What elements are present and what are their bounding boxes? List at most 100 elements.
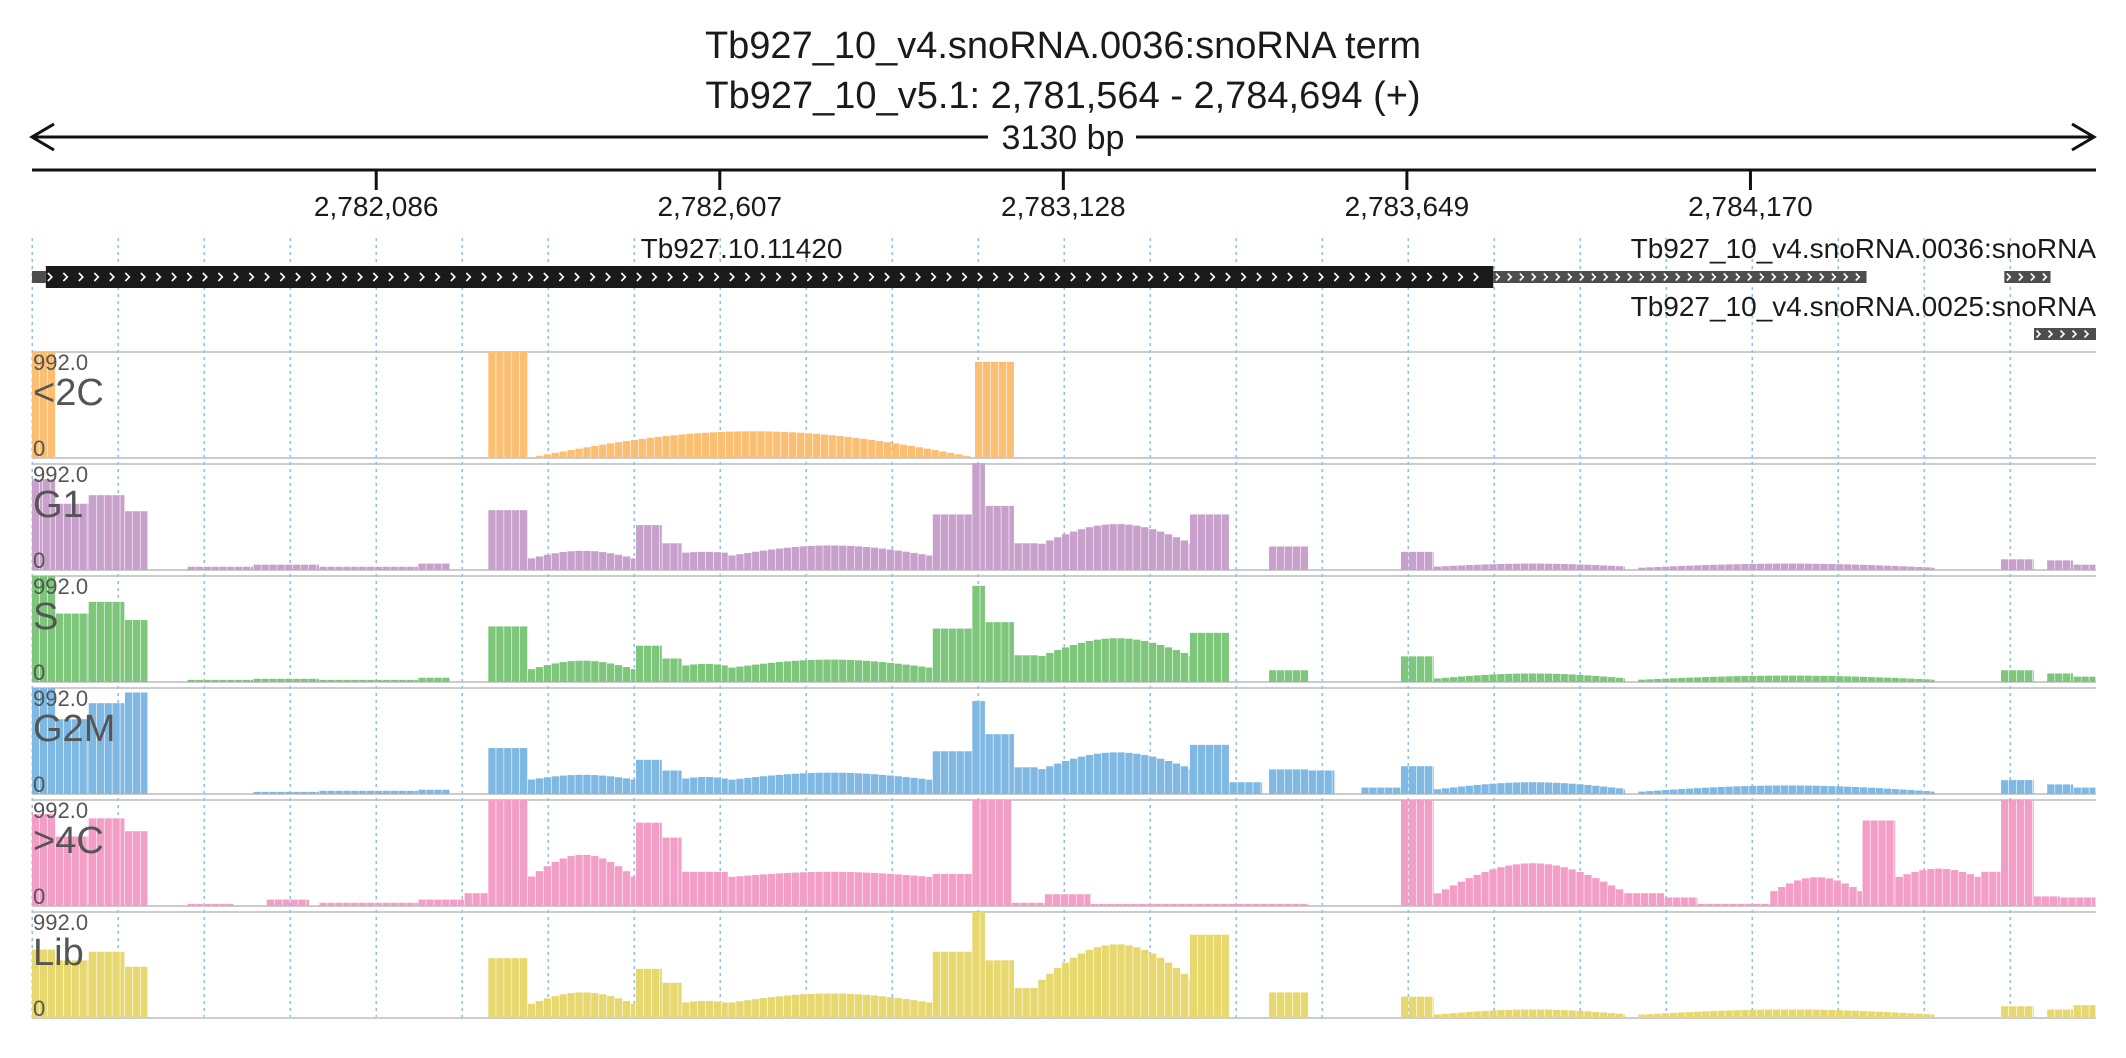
coverage-bar — [1172, 650, 1181, 682]
coverage-bar — [1886, 820, 1894, 906]
coverage-bar — [1441, 566, 1450, 570]
coverage-bar — [831, 993, 839, 1018]
coverage-bar — [96, 703, 104, 794]
coverage-bar — [1043, 902, 1045, 906]
coverage-bar — [1149, 953, 1157, 1018]
coverage-bar — [1757, 785, 1765, 794]
coverage-bar — [678, 434, 686, 458]
coverage-bar — [512, 800, 520, 906]
gene-feature[interactable]: Tb927.10.11420 — [45, 233, 1494, 288]
coverage-bar — [744, 665, 752, 682]
coverage-bar — [670, 770, 678, 794]
coverage-bar — [839, 993, 847, 1018]
coverage-bar — [308, 678, 317, 682]
coverage-bar — [1544, 673, 1553, 682]
strand-chevron-icon — [496, 272, 503, 282]
coverage-bar — [39, 352, 48, 458]
coverage-bar — [643, 822, 652, 906]
coverage-bar — [868, 439, 876, 458]
strand-chevron-icon — [2042, 272, 2048, 282]
coverage-bar — [195, 1016, 203, 1018]
coverage-bar — [319, 902, 327, 906]
gene-feature[interactable]: Tb927_10_v4.snoRNA.0025:snoRNA — [1631, 291, 2097, 340]
coverage-bar — [1701, 787, 1709, 794]
coverage-bar — [1497, 867, 1505, 906]
coverage-bar — [886, 873, 894, 906]
coverage-bar — [947, 452, 955, 458]
coverage-bar — [519, 800, 528, 906]
coverage-bar — [1269, 670, 1277, 682]
strand-chevron-icon — [341, 272, 348, 282]
coverage-bar — [599, 994, 607, 1018]
coverage-bar — [2016, 559, 2025, 570]
coverage-bar — [1180, 540, 1189, 570]
coverage-bar — [1721, 903, 1729, 906]
coverage-bar — [583, 992, 591, 1018]
coverage-bar — [894, 776, 902, 794]
coverage-bar — [359, 566, 367, 570]
coverage-bar — [1433, 893, 1442, 906]
coverage-bar — [42, 479, 50, 570]
coverage-bar — [854, 660, 863, 682]
coverage-bar — [948, 951, 956, 1018]
strand-chevron-icon — [155, 272, 162, 282]
gene-feature[interactable] — [2004, 271, 2051, 283]
coverage-bar — [1432, 800, 1434, 906]
coverage-bar — [799, 872, 807, 906]
coverage-bar — [1625, 893, 1633, 906]
gene-body[interactable] — [45, 266, 1494, 288]
coverage-bar — [974, 361, 983, 458]
coverage-bar — [250, 1016, 259, 1018]
coverage-bar — [760, 874, 768, 906]
coverage-bar — [1416, 996, 1425, 1018]
coverage-bar — [359, 902, 367, 906]
track-ymin-label: 0 — [33, 548, 45, 573]
coverage-bar — [1737, 903, 1745, 906]
coverage-bar — [1125, 945, 1133, 1018]
coverage-bar — [1623, 893, 1625, 906]
coverage-bar — [1638, 791, 1646, 794]
coverage-bar — [2016, 780, 2025, 794]
coverage-bar — [996, 800, 1004, 906]
coverage-bar — [2041, 896, 2050, 906]
coverage-bar — [1749, 785, 1757, 794]
coverage-bar — [1125, 638, 1133, 682]
coverage-bar — [932, 951, 941, 1018]
gene-feature[interactable]: Tb927_10_v4.snoRNA.0036:snoRNA — [1493, 233, 2096, 283]
coverage-bar — [757, 431, 765, 458]
coverage-bar — [480, 893, 488, 906]
coverage-bar — [551, 553, 559, 570]
coverage-bar — [878, 548, 887, 570]
coverage-bar — [1733, 1010, 1741, 1018]
coverage-bar — [1862, 820, 1870, 906]
gene-body[interactable] — [2004, 271, 2051, 283]
coverage-bar — [519, 510, 528, 570]
coverage-bar — [96, 495, 104, 570]
coverage-bar — [575, 660, 583, 682]
coverage-bar — [327, 902, 335, 906]
coverage-bar — [839, 659, 847, 682]
coverage-bar — [1457, 565, 1465, 570]
strand-chevron-icon — [1783, 272, 1789, 282]
coverage-bar — [630, 1003, 636, 1018]
coverage-bar — [1449, 787, 1458, 794]
coverage-bar — [1085, 755, 1094, 794]
coverage-bar — [891, 443, 900, 458]
coverage-bar — [1497, 1010, 1505, 1018]
coverage-bar — [614, 777, 623, 794]
coverage-bar — [1400, 996, 1409, 1018]
coverage-bar — [575, 448, 583, 458]
coverage-bar — [630, 876, 636, 906]
coverage-bar — [1804, 785, 1812, 794]
strand-chevron-icon — [915, 272, 921, 282]
coverage-bar — [63, 960, 71, 1018]
coverage-bar — [359, 679, 367, 682]
strand-chevron-icon — [1473, 272, 1479, 282]
strand-chevron-icon — [1687, 272, 1693, 282]
coverage-bar — [335, 790, 343, 794]
coverage-bar — [1269, 769, 1277, 794]
coverage-bar — [1162, 903, 1170, 906]
coverage-bar — [1592, 675, 1600, 682]
coverage-bar — [2063, 673, 2071, 682]
coverage-bar — [1220, 903, 1228, 906]
